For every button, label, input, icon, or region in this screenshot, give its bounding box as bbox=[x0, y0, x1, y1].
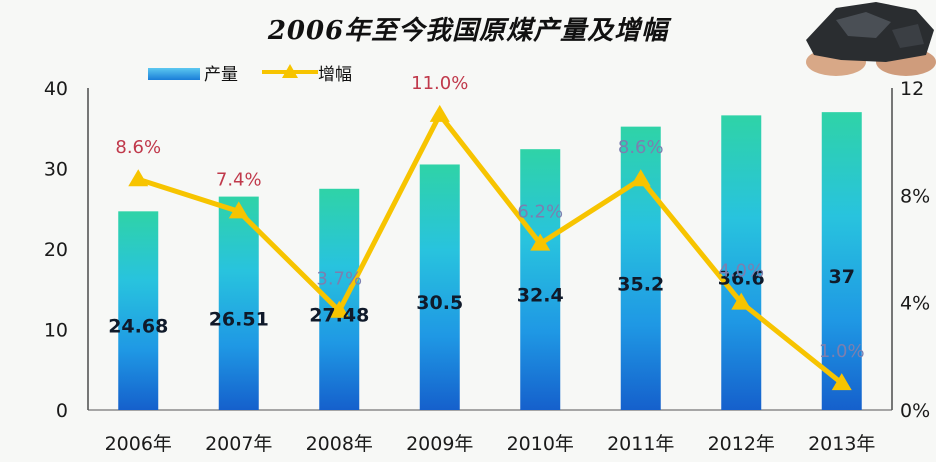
growth-marker bbox=[731, 292, 752, 310]
bar-value-label: 30.5 bbox=[416, 292, 463, 314]
growth-marker bbox=[228, 201, 249, 219]
bar-value-label: 37 bbox=[829, 266, 855, 288]
chart-title: 2006年至今我国原煤产量及增幅 bbox=[267, 16, 669, 46]
bar bbox=[520, 149, 561, 410]
left-tick-label: 20 bbox=[44, 239, 68, 261]
data-labels: 24.68 26.51 27.48 30.5 32.4 35.2 36.6 37 8.6% 7.4… bbox=[108, 73, 864, 362]
growth-value-label: 8.6% bbox=[115, 137, 161, 158]
growth-value-label: 3.7% bbox=[316, 269, 362, 290]
bar-value-label: 24.68 bbox=[108, 316, 168, 338]
growth-value-label: 7.4% bbox=[216, 169, 262, 190]
x-tick-label: 2012年 bbox=[708, 433, 775, 455]
coal-hands-image bbox=[806, 2, 936, 76]
bar bbox=[218, 196, 259, 410]
growth-marker bbox=[831, 373, 852, 391]
growth-value-label: 4.0% bbox=[718, 261, 764, 282]
left-tick-label: 30 bbox=[44, 159, 68, 181]
growth-marker bbox=[630, 169, 651, 187]
x-tick-label: 2011年 bbox=[607, 433, 674, 455]
x-tick-label: 2013年 bbox=[808, 433, 875, 455]
legend-label-growth: 增幅 bbox=[318, 65, 352, 85]
growth-marker bbox=[530, 233, 551, 251]
bar bbox=[821, 112, 862, 411]
x-tick-label: 2006年 bbox=[105, 433, 172, 455]
bar bbox=[118, 211, 159, 410]
growth-value-label: 8.6% bbox=[618, 137, 664, 158]
bar-value-label: 35.2 bbox=[617, 273, 664, 295]
bar bbox=[721, 115, 762, 411]
left-tick-label: 40 bbox=[44, 78, 68, 100]
growth-marker bbox=[329, 300, 350, 318]
x-tick-label: 2010年 bbox=[507, 433, 574, 455]
growth-line bbox=[128, 104, 852, 391]
growth-marker bbox=[128, 169, 149, 187]
x-tick-label: 2008年 bbox=[306, 433, 373, 455]
x-tick-label: 2007年 bbox=[205, 433, 272, 455]
x-tick-label: 2009年 bbox=[406, 433, 473, 455]
right-tick-label: 0% bbox=[900, 400, 930, 422]
axes: 0 10 20 30 40 0% 4% 8% 12 2006年 2007年 2008年 2009年 201… bbox=[44, 78, 930, 455]
left-tick-label: 10 bbox=[44, 320, 68, 342]
left-tick-label: 0 bbox=[56, 400, 68, 422]
bar bbox=[620, 126, 661, 410]
legend-line-swatch bbox=[262, 64, 318, 78]
legend-bar-swatch bbox=[148, 68, 200, 80]
legend-label-output: 产量 bbox=[204, 65, 238, 85]
right-tick-label: 12 bbox=[900, 78, 924, 100]
growth-value-label: 1.0% bbox=[819, 341, 865, 362]
growth-value-label: 6.2% bbox=[517, 202, 563, 223]
right-tick-label: 4% bbox=[900, 293, 930, 315]
bar-value-label: 27.48 bbox=[309, 304, 369, 326]
growth-polyline bbox=[137, 112, 844, 386]
bar-value-label: 36.6 bbox=[718, 268, 765, 290]
right-tick-label: 8% bbox=[900, 185, 930, 207]
bar-value-label: 32.4 bbox=[517, 285, 564, 307]
growth-value-label: 11.0% bbox=[411, 73, 468, 94]
bar-value-label: 26.51 bbox=[209, 308, 269, 330]
bar bbox=[419, 164, 460, 410]
growth-marker bbox=[429, 104, 450, 122]
